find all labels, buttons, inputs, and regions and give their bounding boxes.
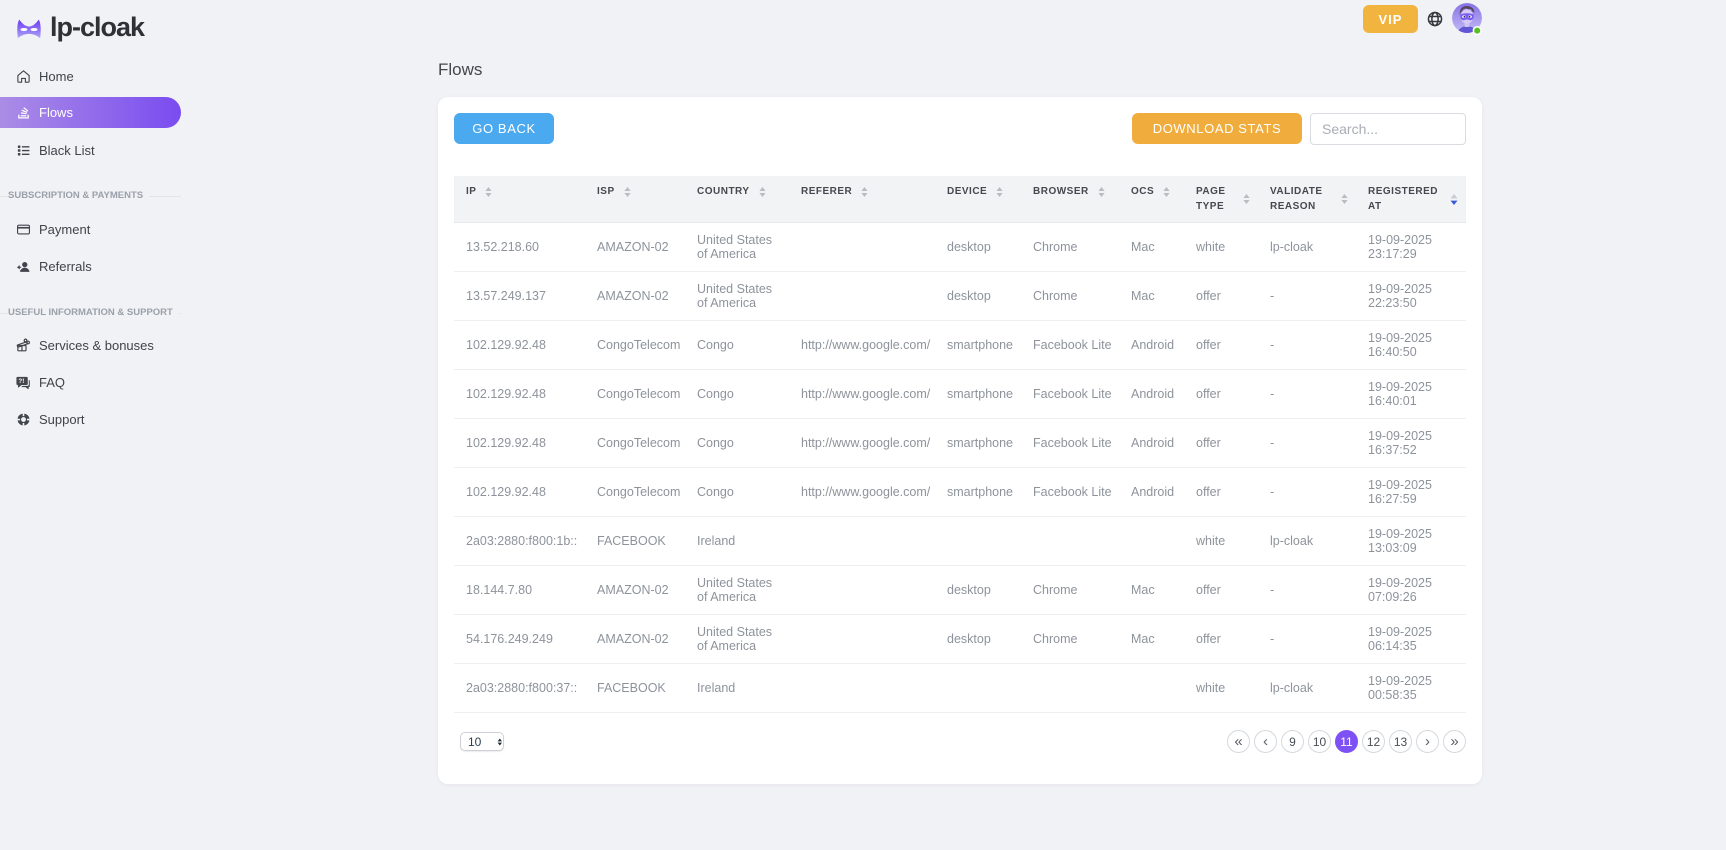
svg-text:?!: ?!	[18, 378, 24, 385]
